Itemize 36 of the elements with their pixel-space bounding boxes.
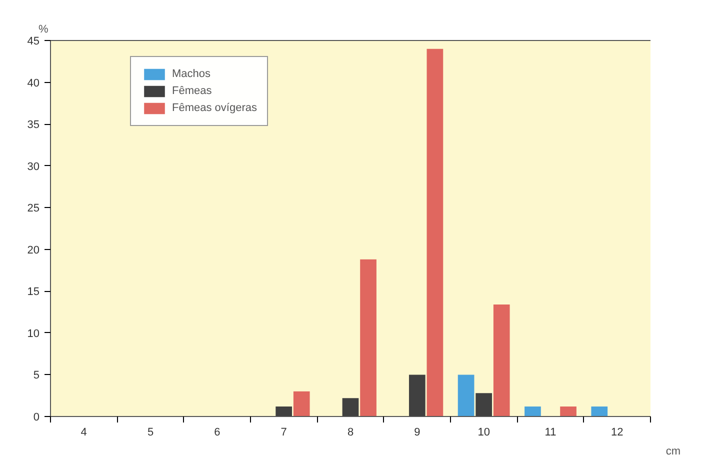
y-tick-label: 10 xyxy=(27,328,40,340)
legend-label: Machos xyxy=(172,68,211,80)
bar xyxy=(293,391,310,416)
bar xyxy=(493,304,510,416)
y-tick-label: 35 xyxy=(27,119,40,132)
bar xyxy=(524,406,541,416)
y-tick-label: 15 xyxy=(27,286,40,298)
x-tick-label: 11 xyxy=(544,426,556,438)
bar xyxy=(342,398,359,416)
bar xyxy=(276,406,292,416)
bar xyxy=(591,406,608,416)
x-tick-label: 5 xyxy=(147,426,154,438)
bar xyxy=(560,406,576,416)
y-axis-title: % xyxy=(38,24,48,36)
x-axis-title: cm xyxy=(666,446,681,458)
x-tick-label: 10 xyxy=(478,426,490,438)
x-tick-label: 7 xyxy=(280,426,287,438)
bar xyxy=(426,48,444,416)
legend-label: Fêmeas ovígeras xyxy=(172,102,257,114)
bar xyxy=(476,393,492,416)
x-tick-label: 12 xyxy=(611,426,624,438)
y-tick-label: 25 xyxy=(27,202,40,215)
legend-label: Fêmeas xyxy=(172,85,212,97)
x-tick-label: 9 xyxy=(414,426,420,438)
y-tick-label: 20 xyxy=(27,244,40,256)
y-tick-label: 30 xyxy=(27,160,40,173)
bar xyxy=(458,374,474,416)
y-tick-label: 5 xyxy=(33,370,40,382)
x-tick-label: 8 xyxy=(347,426,354,438)
y-tick-label: 40 xyxy=(27,77,40,90)
y-tick-label: 0 xyxy=(33,412,40,424)
bar xyxy=(360,259,376,416)
x-tick-label: 4 xyxy=(80,426,87,438)
bar xyxy=(408,374,426,416)
y-tick-label: 45 xyxy=(27,36,40,48)
x-tick-label: 6 xyxy=(214,426,220,438)
